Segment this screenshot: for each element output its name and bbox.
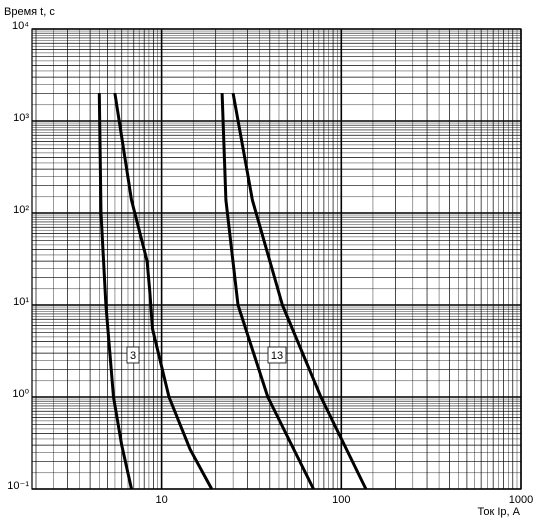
y-tick-label: 10⁰	[12, 388, 29, 400]
x-tick-label: 100	[332, 494, 350, 506]
curve	[220, 93, 315, 490]
curve-label: 3	[130, 350, 136, 362]
x-tick-label: 1000	[509, 494, 533, 506]
curve	[113, 93, 214, 490]
x-axis-label: Ток Iр, А	[478, 506, 521, 518]
x-tick-label: 10	[155, 494, 167, 506]
curve	[97, 93, 133, 490]
y-tick-label: 10⁴	[12, 20, 29, 32]
curve	[231, 93, 368, 490]
curve-label: 13	[271, 350, 283, 362]
annotation-box	[267, 346, 287, 364]
y-tick-label: 10³	[13, 112, 29, 124]
y-tick-label: 10⁻¹	[7, 480, 29, 492]
y-tick-label: 10²	[13, 204, 29, 216]
y-tick-label: 10¹	[13, 296, 29, 308]
y-axis-label: Время t, с	[4, 6, 55, 18]
plot-frame	[31, 28, 522, 490]
annotation-box	[126, 346, 140, 364]
